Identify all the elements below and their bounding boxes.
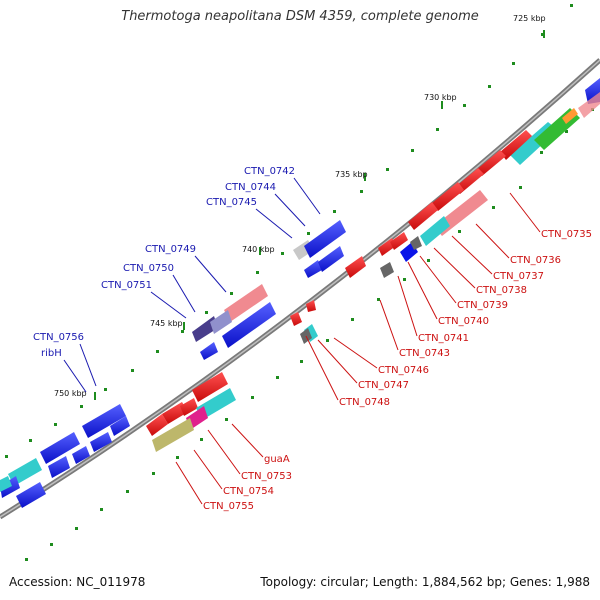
svg-text:CTN_0748: CTN_0748 <box>339 397 390 408</box>
svg-text:CTN_0737: CTN_0737 <box>493 271 544 282</box>
reverse-strand-genes <box>146 232 422 452</box>
svg-text:745 kbp: 745 kbp <box>150 319 183 328</box>
genome-title: Thermotoga neapolitana DSM 4359, complet… <box>121 9 479 24</box>
genome-summary-text: Topology: circular; Length: 1,884,562 bp… <box>260 575 590 589</box>
svg-text:CTN_0741: CTN_0741 <box>418 333 469 344</box>
svg-text:CTN_0747: CTN_0747 <box>358 380 409 391</box>
svg-text:CTN_0743: CTN_0743 <box>399 348 450 359</box>
svg-text:CTN_0755: CTN_0755 <box>203 501 254 512</box>
svg-text:CTN_0740: CTN_0740 <box>438 316 489 327</box>
svg-text:CTN_0735: CTN_0735 <box>541 229 592 240</box>
svg-text:725 kbp: 725 kbp <box>513 14 546 23</box>
svg-text:740 kbp: 740 kbp <box>242 245 275 254</box>
svg-text:CTN_0753: CTN_0753 <box>241 471 292 482</box>
svg-text:CTN_0742: CTN_0742 <box>244 166 295 177</box>
tick-dots <box>5 4 594 561</box>
genome-backbone <box>0 58 600 520</box>
svg-text:730 kbp: 730 kbp <box>424 93 457 102</box>
svg-text:CTN_0739: CTN_0739 <box>457 300 508 311</box>
svg-text:CTN_0736: CTN_0736 <box>510 255 561 266</box>
svg-text:750 kbp: 750 kbp <box>54 389 87 398</box>
blue-gene-labels: CTN_0742 CTN_0744 CTN_0745 CTN_0749 CTN_… <box>33 166 321 393</box>
svg-text:CTN_0746: CTN_0746 <box>378 365 429 376</box>
svg-text:CTN_0744: CTN_0744 <box>225 182 276 193</box>
red-gene-labels: CTN_0735 CTN_0736 CTN_0737 CTN_0738 CTN_… <box>175 192 592 512</box>
svg-text:CTN_0754: CTN_0754 <box>223 486 274 497</box>
forward-strand-genes <box>0 78 600 508</box>
svg-text:CTN_0738: CTN_0738 <box>476 285 527 296</box>
kbp-tick-labels: 725 kbp 730 kbp 735 kbp 740 kbp 745 kbp … <box>54 14 546 398</box>
svg-text:CTN_0749: CTN_0749 <box>145 244 196 255</box>
accession-text: Accession: NC_011978 <box>9 575 146 589</box>
svg-text:CTN_0751: CTN_0751 <box>101 280 152 291</box>
svg-text:735 kbp: 735 kbp <box>335 170 368 179</box>
svg-text:guaA: guaA <box>264 454 290 465</box>
svg-text:CTN_0756: CTN_0756 <box>33 332 84 343</box>
svg-text:ribH: ribH <box>41 348 62 359</box>
svg-text:CTN_0750: CTN_0750 <box>123 263 174 274</box>
svg-text:CTN_0745: CTN_0745 <box>206 197 257 208</box>
